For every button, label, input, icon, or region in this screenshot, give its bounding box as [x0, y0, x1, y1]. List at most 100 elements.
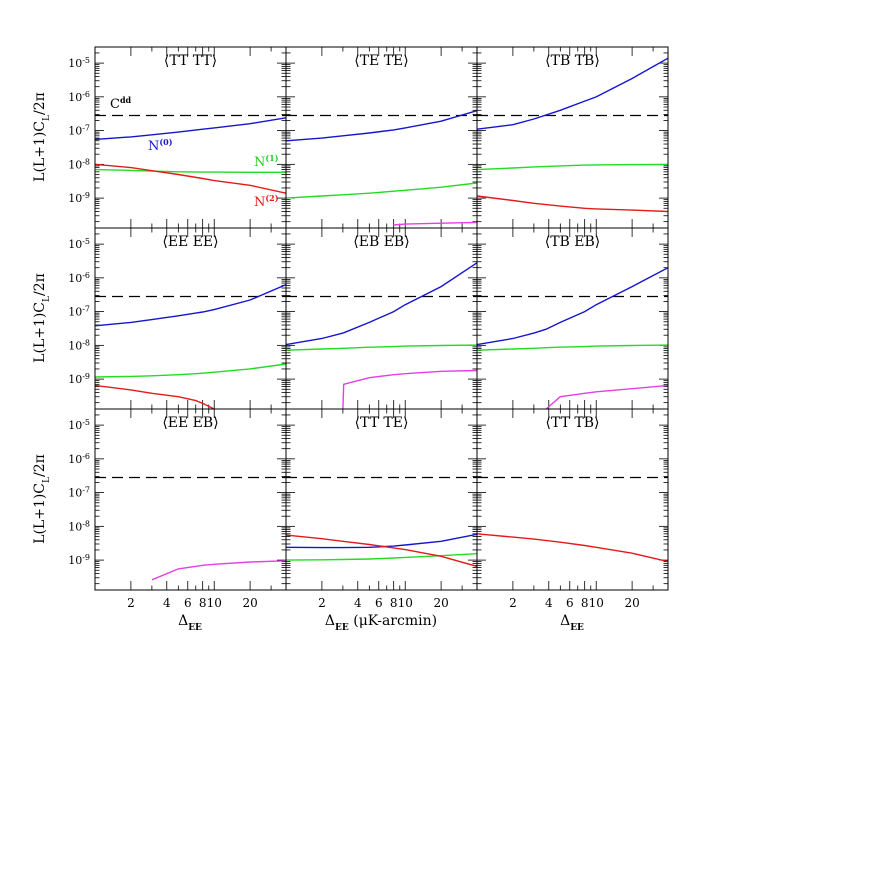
series-group [95, 476, 286, 581]
xtick-label: 6 [566, 596, 574, 610]
xtick-label: 8 [199, 596, 207, 610]
series-group [477, 476, 668, 563]
xtick-label: 4 [163, 596, 171, 610]
panel-frame [94, 227, 287, 410]
panel-9: ⟨TT TB⟩ 2 4 6 8 10 20 [476, 408, 669, 610]
n2-line [95, 163, 286, 194]
n1-annotation: N(1) [254, 153, 279, 170]
magenta-line [545, 384, 668, 409]
xtick-label: 8 [581, 596, 589, 610]
ytick-label: 10-7 [68, 123, 90, 138]
series-group [286, 476, 477, 568]
series-group [286, 262, 477, 409]
panel-6: ⟨TB EB⟩ [476, 227, 669, 410]
xtick-label: 2 [127, 596, 135, 610]
n2-line [477, 533, 668, 563]
panel-title: ⟨TT TB⟩ [546, 415, 600, 431]
ytick-label: 10-5 [68, 418, 90, 433]
ylabel-row-2: L(L+1)CL/2π [32, 273, 52, 363]
xtick-label: 4 [545, 596, 553, 610]
panel-8: ⟨TT TE⟩ 2 4 6 8 10 20 [285, 408, 478, 610]
panel-4: ⟨EE EE⟩ 10-5 10-6 10-7 10-8 10-9 [68, 227, 287, 410]
n1-line [477, 163, 668, 171]
n1-line [286, 344, 477, 351]
xlabel-center: ΔEE (μK-arcmin) [325, 613, 437, 633]
ytick-label: 10-6 [68, 89, 90, 104]
panel-title: ⟨EB EB⟩ [353, 234, 409, 250]
ylabel-row-1: L(L+1)CL/2π [32, 92, 52, 182]
n0-annotation: N(0) [148, 137, 173, 154]
series-group [477, 57, 668, 213]
xtick-label: 6 [184, 596, 192, 610]
ytick-label: 10-8 [68, 519, 90, 534]
panel-frame [285, 408, 478, 591]
ytick-label: 10-7 [68, 304, 90, 319]
panel-frame [285, 227, 478, 410]
ytick-label: 10-7 [68, 485, 90, 500]
series-group [477, 267, 668, 409]
xtick-label: 20 [242, 596, 257, 610]
xtick-label: 2 [509, 596, 517, 610]
xtick-label: 8 [390, 596, 398, 610]
n2-line [477, 195, 668, 213]
n0-line [477, 57, 668, 130]
ytick-label: 10-8 [68, 338, 90, 353]
xtick-label: 10 [207, 596, 222, 610]
xtick-label: 20 [624, 596, 639, 610]
panel-frame [94, 408, 287, 591]
xtick-label: 6 [375, 596, 383, 610]
ytick-label: 10-9 [68, 372, 90, 387]
panel-frame [476, 227, 669, 410]
panel-title: ⟨TB EB⟩ [545, 234, 601, 250]
ylabel-row-3: L(L+1)CL/2π [32, 454, 52, 544]
panel-title: ⟨EE EE⟩ [162, 234, 218, 250]
n2-annotation: N(2) [254, 193, 279, 210]
panel-frame [476, 408, 669, 591]
n1-line [477, 344, 668, 351]
n0-line [95, 117, 286, 141]
series-group [286, 110, 477, 226]
panel-title: ⟨TT TT⟩ [164, 53, 217, 69]
panel-title: ⟨TB TB⟩ [545, 53, 600, 69]
ytick-label: 10-5 [68, 56, 90, 71]
xtick-label: 10 [589, 596, 604, 610]
panel-1: ⟨TT TT⟩ 10-5 10-6 10-7 10-8 10-9 [68, 46, 287, 229]
panel-title: ⟨EE EB⟩ [162, 415, 218, 431]
panels-layer: ⟨TT TT⟩ 10-5 10-6 10-7 10-8 10-9 ⟨TE TE⟩ ⟨TB TB… [68, 46, 669, 610]
n0-line [477, 267, 668, 346]
n1-line [95, 168, 286, 173]
xlabel-right: ΔEE [560, 613, 584, 633]
n1-line [286, 182, 477, 199]
xtick-label: 2 [318, 596, 326, 610]
n0-line [95, 283, 286, 327]
series-group [95, 283, 286, 409]
panel-7: ⟨EE EB⟩ 10-5 10-6 10-7 10-8 10-9 2 4 6 8 10 20 [68, 408, 287, 610]
panel-frame [285, 46, 478, 229]
panel-3: ⟨TB TB⟩ [476, 46, 669, 229]
ytick-label: 10-9 [68, 191, 90, 206]
xtick-label: 20 [433, 596, 448, 610]
series-group [95, 114, 286, 194]
magenta-line [151, 560, 286, 581]
xtick-label: 10 [398, 596, 413, 610]
n1-line [95, 363, 286, 378]
cdd-annotation: Cdd [110, 95, 132, 112]
n2-line [95, 384, 215, 409]
panel-2: ⟨TE TE⟩ [285, 46, 478, 229]
panel-title: ⟨TE TE⟩ [354, 53, 409, 69]
n0-line [286, 110, 477, 142]
xlabel-left: ΔEE [178, 613, 202, 633]
ytick-label: 10-9 [68, 553, 90, 568]
xtick-label: 4 [354, 596, 362, 610]
ytick-label: 10-5 [68, 237, 90, 252]
n0-line [286, 262, 477, 346]
ytick-label: 10-6 [68, 451, 90, 466]
magenta-line [342, 369, 477, 409]
ytick-label: 10-6 [68, 270, 90, 285]
panel-5: ⟨EB EB⟩ [285, 227, 478, 410]
ytick-label: 10-8 [68, 157, 90, 172]
panel-title: ⟨TT TE⟩ [355, 415, 409, 431]
n1-line [286, 553, 477, 561]
magenta-line [393, 221, 477, 226]
